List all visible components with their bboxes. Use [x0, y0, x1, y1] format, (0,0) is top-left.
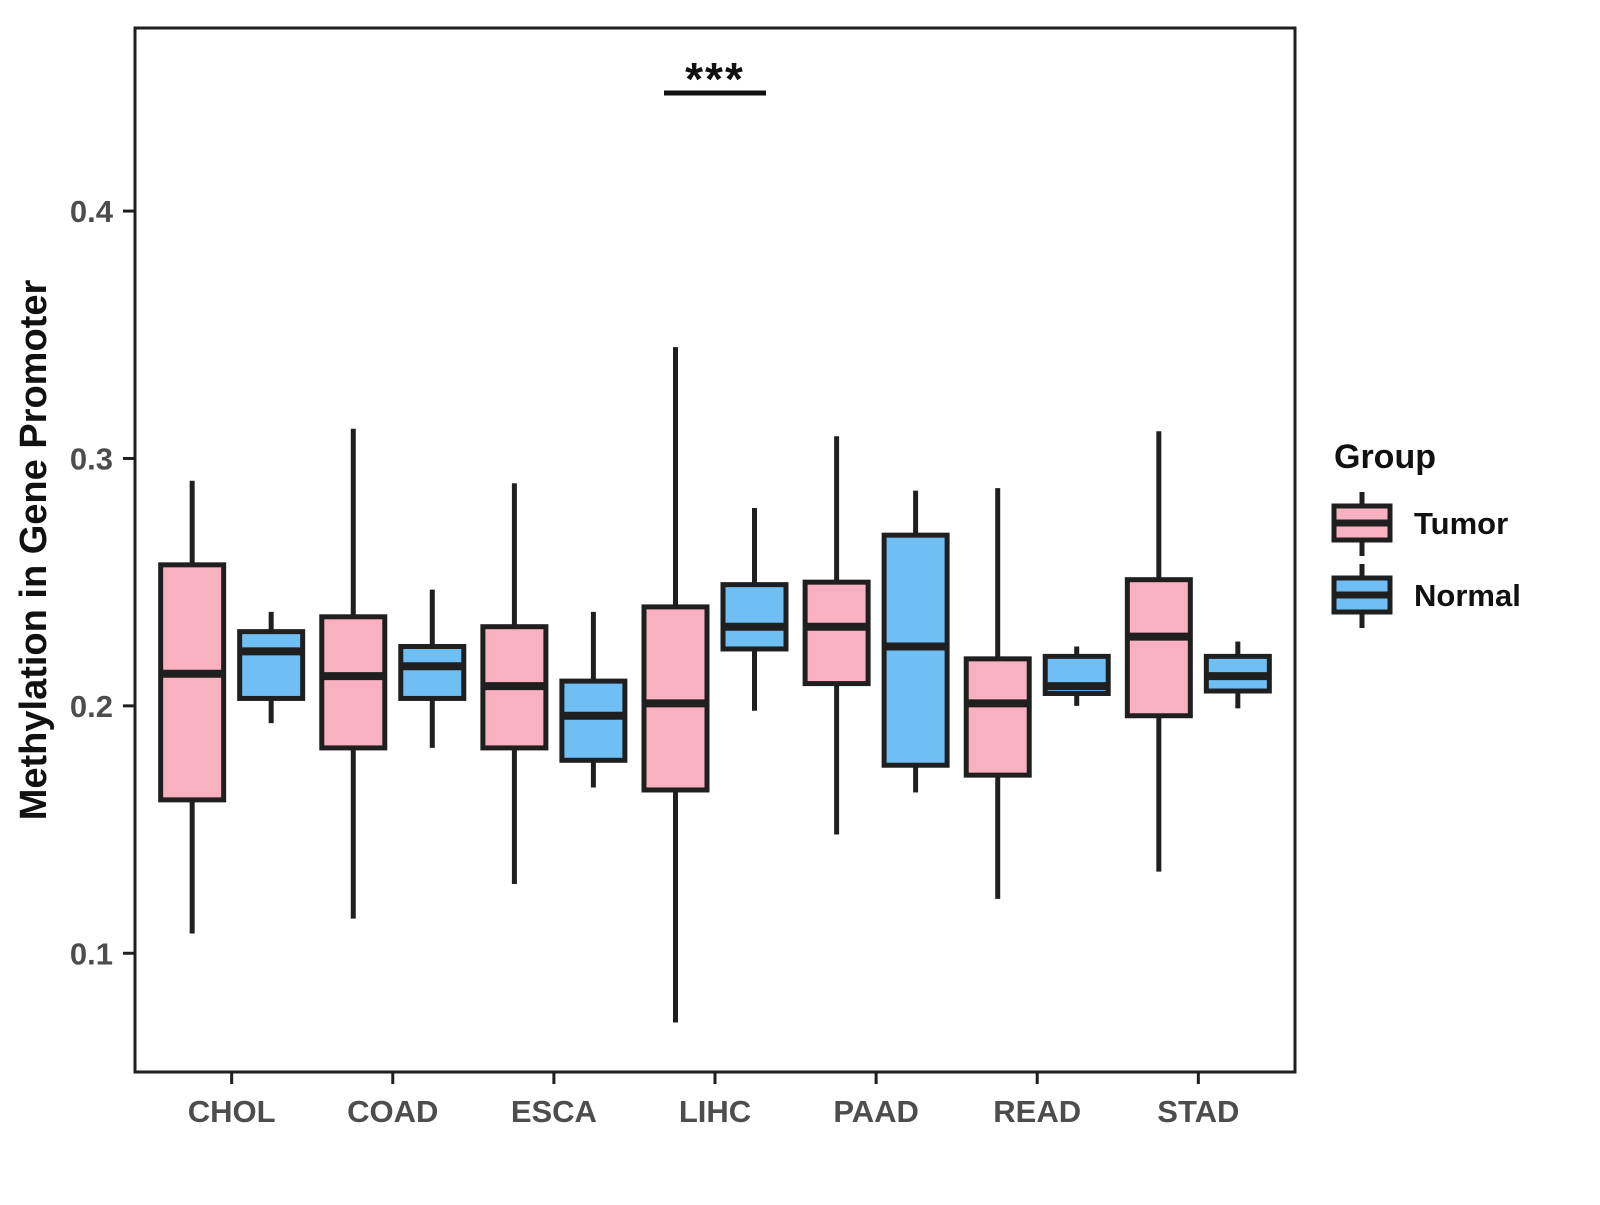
significance-annotation: ***	[664, 53, 766, 105]
significance-stars: ***	[685, 53, 745, 105]
y-tick-label: 0.3	[70, 441, 113, 476]
box-STAD-Tumor	[1124, 431, 1193, 872]
x-tick-label: CHOL	[188, 1094, 276, 1129]
normal-boxplot-key-icon	[1331, 564, 1393, 628]
box-COAD-Tumor	[319, 428, 388, 919]
y-axis-title: Methylation in Gene Promoter	[13, 279, 55, 821]
y-axis: 0.1 0.2 0.3 0.4	[70, 194, 135, 971]
legend-title: Group	[1334, 438, 1436, 476]
x-axis: CHOL COAD ESCA LIHC PAAD READ STAD	[188, 1072, 1239, 1129]
legend-entry-tumor: Tumor	[1330, 489, 1521, 559]
y-tick-label: 0.1	[70, 936, 113, 971]
box-CHOL-Tumor	[158, 480, 227, 934]
box-CHOL-Normal	[237, 611, 306, 724]
box-LIHC-Normal	[720, 507, 789, 711]
box-READ-Normal	[1042, 646, 1111, 706]
y-tick-label: 0.4	[70, 194, 114, 229]
y-tick-label: 0.2	[70, 689, 113, 724]
box-LIHC-Tumor	[641, 347, 710, 1023]
x-tick-label: ESCA	[511, 1094, 597, 1129]
x-tick-label: READ	[993, 1094, 1081, 1129]
x-tick-label: COAD	[347, 1094, 438, 1129]
box-COAD-Normal	[398, 589, 467, 748]
legend-label-normal: Normal	[1414, 578, 1521, 613]
panel-border	[133, 26, 1297, 1074]
x-tick-label: STAD	[1157, 1094, 1239, 1129]
x-tick-label: PAAD	[833, 1094, 919, 1129]
box-PAAD-Tumor	[802, 436, 871, 835]
legend: Group Tumor Normal	[1330, 438, 1521, 633]
box-READ-Tumor	[963, 488, 1032, 899]
x-tick-label: LIHC	[679, 1094, 751, 1129]
box-ESCA-Tumor	[480, 483, 549, 884]
box-ESCA-Normal	[559, 611, 628, 788]
legend-entry-normal: Normal	[1330, 561, 1521, 631]
box-STAD-Normal	[1203, 641, 1272, 709]
box-PAAD-Normal	[881, 490, 950, 793]
legend-label-tumor: Tumor	[1414, 506, 1509, 541]
tumor-boxplot-key-icon	[1331, 492, 1393, 556]
